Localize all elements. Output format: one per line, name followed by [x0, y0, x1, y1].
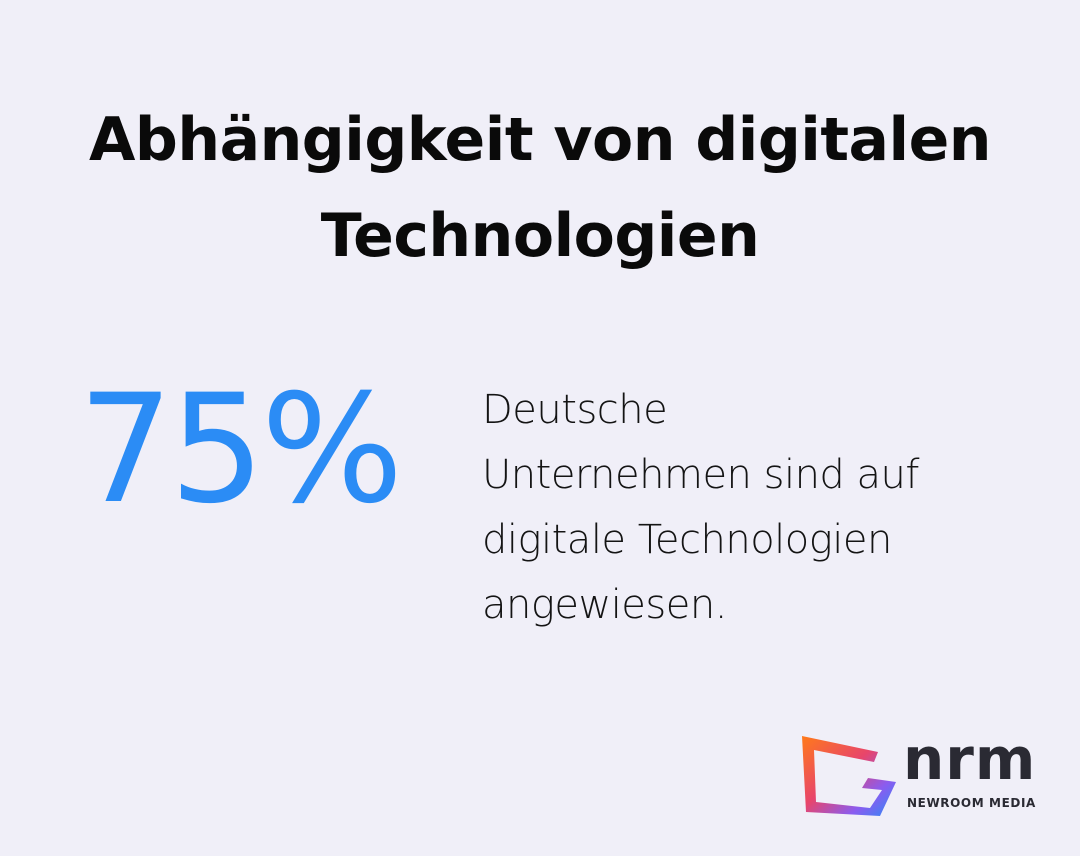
logo-shape [802, 736, 896, 816]
stat-description: Deutsche Unternehmen sind auf digitale T… [482, 378, 919, 638]
stat-value: 75% [78, 363, 403, 537]
title-line: Abhängigkeit von digitalen [89, 105, 992, 175]
description-line: angewiesen. [482, 582, 727, 628]
logo-tagline: NEWROOM MEDIA [907, 796, 1036, 810]
logo: nrm NEWROOM MEDIA [798, 726, 1058, 822]
description-line: digitale Technologien [482, 517, 892, 563]
title: Abhängigkeit von digitalen Technologien [0, 92, 1080, 284]
title-line: Technologien [320, 201, 760, 271]
logo-wordmark: nrm [903, 725, 1037, 793]
logo-mark [802, 736, 896, 816]
description-line: Deutsche [482, 387, 668, 433]
description-line: Unternehmen sind auf [482, 452, 919, 498]
